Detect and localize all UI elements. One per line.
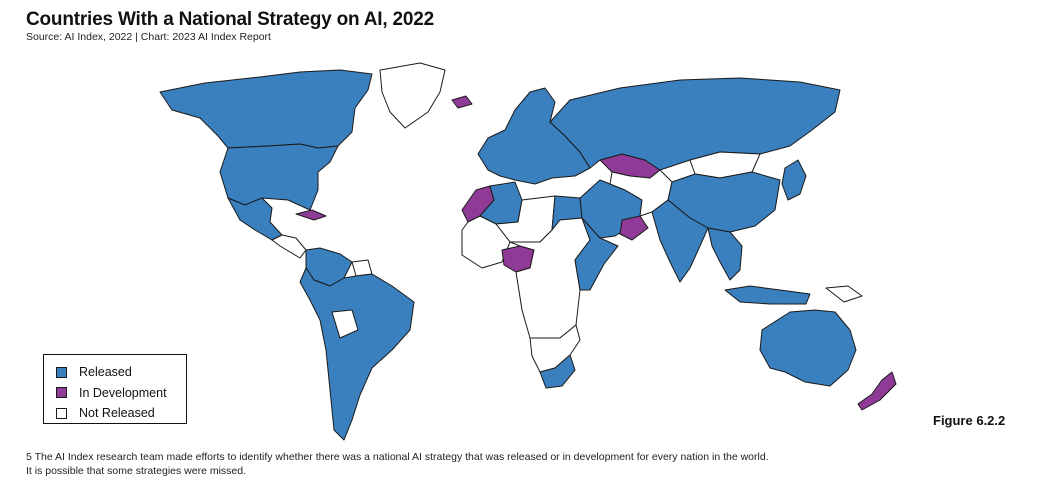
region-japan-korea xyxy=(781,159,807,201)
legend-swatch-released xyxy=(56,366,67,378)
region-brazil-peru-chile-argentina xyxy=(299,267,415,441)
region-russia xyxy=(549,77,841,171)
figure-label: Figure 6.2.2 xyxy=(933,413,1006,428)
region-oman xyxy=(619,215,649,241)
region-indonesia xyxy=(724,285,811,305)
region-central-america xyxy=(271,234,307,259)
legend-swatch-in-development xyxy=(56,387,67,399)
region-papua-new-guinea xyxy=(825,285,863,303)
legend-label-in-development: In Development xyxy=(79,385,167,400)
region-bolivia xyxy=(331,309,359,339)
legend-item-released: Released xyxy=(56,362,186,383)
region-canada xyxy=(159,69,373,149)
region-south-africa xyxy=(539,354,576,389)
region-usa xyxy=(219,143,339,211)
region-mexico xyxy=(227,197,283,241)
region-new-zealand xyxy=(857,371,897,411)
region-southeast-asia xyxy=(707,227,743,281)
legend-label-released: Released xyxy=(79,365,132,380)
region-cuba xyxy=(295,209,327,221)
region-iceland xyxy=(451,95,473,109)
region-australia xyxy=(759,309,857,387)
footnote: 5 The AI Index research team made effort… xyxy=(26,451,769,478)
region-india xyxy=(651,199,709,283)
map-legend: Released In Development Not Released xyxy=(43,354,187,424)
region-guianas xyxy=(351,259,373,277)
region-greenland xyxy=(379,62,446,129)
legend-item-not-released: Not Released xyxy=(56,403,186,424)
legend-item-in-development: In Development xyxy=(56,383,186,404)
footnote-line-1: 5 The AI Index research team made effort… xyxy=(26,451,769,463)
legend-label-not-released: Not Released xyxy=(79,406,155,421)
legend-swatch-not-released xyxy=(56,407,67,419)
world-map xyxy=(159,62,897,441)
region-ethiopia-kenya xyxy=(574,217,619,291)
page-title: Countries With a National Strategy on AI… xyxy=(26,9,435,30)
page-subtitle: Source: AI Index, 2022 | Chart: 2023 AI … xyxy=(26,31,271,43)
footnote-line-2: It is possible that some strategies were… xyxy=(26,464,247,477)
